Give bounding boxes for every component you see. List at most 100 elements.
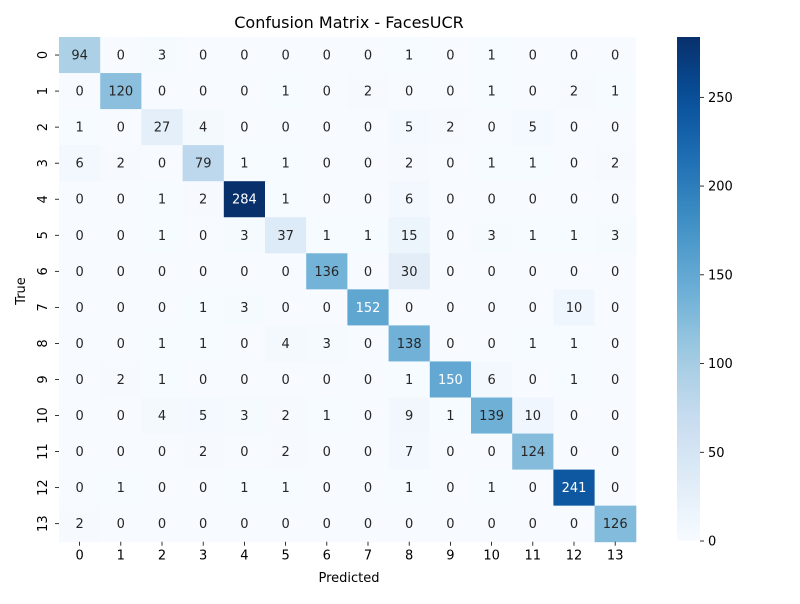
heatmap-cell [388,325,431,362]
cell-value: 0 [323,49,331,64]
cell-value: 2 [117,373,125,388]
heatmap-cell [141,109,184,146]
heatmap-cell [553,325,596,362]
cell-value: 0 [611,445,619,460]
heatmap-cell [388,397,431,435]
heatmap-cell [388,73,431,110]
heatmap-cell [59,37,101,74]
cell-value: 1 [487,481,495,496]
heatmap-cell [471,361,513,398]
y-tick-label: 13 [36,515,51,532]
heatmap-cell [388,217,431,254]
colorbar-tick-label: 0 [708,535,716,550]
heatmap-cell [553,505,596,543]
cell-value: 0 [611,193,619,208]
cell-value: 0 [323,517,331,532]
colorbar-tick-label: 200 [708,180,733,195]
heatmap-cell [594,37,637,74]
cell-value: 1 [529,157,537,172]
cell-value: 1 [199,301,207,316]
heatmap-cell [429,253,472,290]
x-axis-label: Predicted [318,571,379,586]
cell-value: 3 [240,301,248,316]
heatmap-cell [223,325,266,362]
heatmap-cell [182,37,225,74]
heatmap-cell [141,253,184,290]
heatmap-cell [553,469,596,507]
cell-value: 138 [397,337,422,352]
heatmap-cell [59,73,101,110]
x-tick-label: 13 [607,549,624,564]
heatmap-cell [182,433,225,471]
cell-value: 0 [570,193,578,208]
cell-value: 0 [611,481,619,496]
heatmap-cell [512,145,554,182]
cell-value: 0 [446,445,454,460]
heatmap-cell [553,145,596,182]
heatmap-cell [594,397,637,435]
cell-value: 0 [529,301,537,316]
heatmap-cell [100,361,142,398]
heatmap-cell [512,469,554,507]
heatmap-cell [553,37,596,74]
cell-value: 0 [75,229,83,244]
heatmap-cell [100,73,142,110]
heatmap-cell [594,73,637,110]
heatmap-cell [100,397,142,435]
cell-value: 2 [364,85,372,100]
cell-value: 1 [281,157,289,172]
cell-value: 1 [405,373,413,388]
heatmap-cell [512,325,554,362]
cell-value: 4 [281,337,289,352]
cell-value: 0 [364,337,372,352]
cell-value: 0 [75,337,83,352]
y-tick-label: 3 [36,159,51,167]
heatmap-cell [388,37,431,74]
heatmap-cell [553,217,596,254]
y-tick-label: 10 [36,407,51,424]
cell-value: 79 [195,157,212,172]
y-tick-label: 0 [36,51,51,59]
heatmap-cell [594,289,637,326]
heatmap-cell [347,397,390,435]
cell-value: 0 [487,445,495,460]
cell-value: 4 [158,409,166,424]
heatmap-cell [306,217,348,254]
heatmap-cell [347,469,390,507]
cell-value: 0 [405,517,413,532]
heatmap-cell [306,145,348,182]
cell-value: 0 [158,517,166,532]
heatmap-cell [265,145,307,182]
cell-value: 0 [570,445,578,460]
heatmap-cell [100,325,142,362]
cell-value: 0 [117,193,125,208]
heatmap-cell [59,397,101,435]
cell-value: 0 [364,373,372,388]
cell-value: 3 [158,49,166,64]
y-tick-label: 5 [36,231,51,239]
cell-value: 0 [529,481,537,496]
cell-value: 0 [364,265,372,280]
cell-value: 0 [487,517,495,532]
cell-value: 0 [323,301,331,316]
cell-value: 0 [446,85,454,100]
cell-value: 0 [240,373,248,388]
heatmap-cell [471,469,513,507]
cell-value: 0 [446,49,454,64]
cell-value: 0 [487,337,495,352]
cell-value: 0 [446,265,454,280]
heatmap-cell [182,109,225,146]
heatmap-cell [553,73,596,110]
heatmap-cell [141,397,184,435]
cell-value: 0 [117,265,125,280]
cell-value: 0 [75,373,83,388]
cell-value: 0 [529,85,537,100]
heatmap-cell [594,469,637,507]
cell-value: 10 [525,409,542,424]
heatmap-cell [265,325,307,362]
heatmap-cell [141,361,184,398]
heatmap-cell [265,361,307,398]
cell-value: 1 [570,373,578,388]
cell-annotations: 94 0 3 0 0 0 0 0 1 0 1 0 0 00 120 0 0 0 1 0 2 0 0 1 0 2 11 0 27 4 0 0 0 0… [71,49,627,533]
